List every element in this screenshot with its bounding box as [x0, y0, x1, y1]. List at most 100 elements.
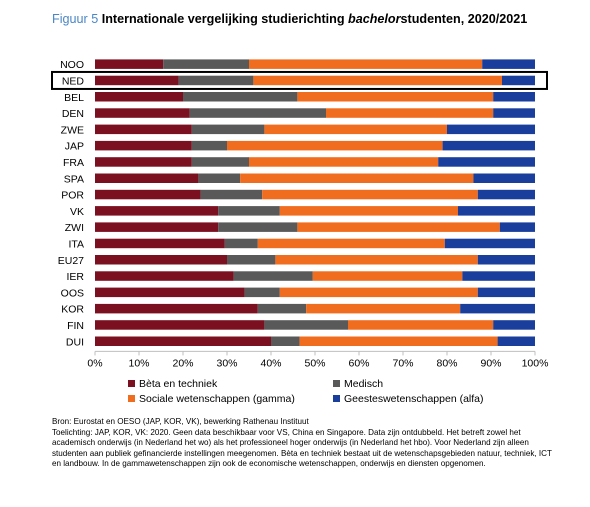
bar-ier-series-1	[233, 271, 313, 281]
category-label-dui: DUI	[66, 336, 84, 348]
bar-ned-series-1	[178, 75, 254, 86]
bar-fin-series-3	[493, 320, 535, 330]
bar-zwi-series-1	[218, 222, 298, 232]
bar-ita-series-2	[257, 238, 445, 249]
bar-zwe-series-0	[95, 124, 192, 135]
legend-swatch-gamma	[128, 394, 135, 402]
bar-eu27-series-3	[477, 255, 535, 265]
legend-swatch-alfa	[333, 394, 340, 402]
bar-ned-series-0	[95, 75, 179, 86]
bar-fin-series-1	[264, 320, 348, 330]
category-label-fra: FRA	[63, 157, 84, 169]
category-label-noo: NOO	[60, 59, 84, 71]
bar-dui-series-0	[95, 336, 271, 346]
category-label-jap: JAP	[65, 141, 84, 153]
source-line: Bron: Eurostat en OESO (JAP, KOR, VK), b…	[52, 417, 309, 426]
title-text-end: studenten, 2020/2021	[400, 12, 528, 26]
bar-vk-series-3	[458, 206, 535, 216]
bar-vk-series-1	[218, 206, 280, 216]
bar-por-series-1	[200, 189, 263, 200]
bar-zwi-series-2	[297, 222, 500, 232]
x-tick-label-3: 30%	[216, 357, 237, 369]
legend-label-beta: Bèta en techniek	[139, 378, 218, 390]
bar-eu27-series-2	[275, 255, 478, 265]
bar-jap-series-3	[442, 140, 535, 151]
bar-ned-series-3	[502, 75, 535, 86]
legend-label-medisch: Medisch	[344, 378, 384, 390]
x-tick-label-10: 100%	[522, 357, 549, 369]
bar-den-series-0	[95, 108, 190, 118]
bar-zwe-series-2	[264, 124, 447, 135]
x-tick-label-5: 50%	[304, 357, 325, 369]
bar-vk-series-2	[279, 206, 458, 216]
bar-fra-series-1	[191, 157, 249, 167]
category-label-den: DEN	[62, 108, 84, 120]
bar-bel-series-2	[297, 92, 494, 102]
bar-zwe-series-1	[191, 124, 265, 135]
bar-den-series-1	[189, 108, 326, 118]
legend-item-beta: Bèta en techniek	[128, 378, 217, 390]
bar-noo-series-1	[163, 59, 249, 69]
bar-spa-series-2	[240, 173, 474, 183]
bar-jap-series-2	[227, 140, 443, 151]
bar-zwe-series-3	[447, 124, 535, 135]
bar-oos-series-3	[477, 287, 535, 298]
bar-eu27-series-0	[95, 255, 227, 265]
bar-jap-series-0	[95, 140, 192, 151]
bar-ita-series-0	[95, 238, 225, 249]
title-text-italic: bachelor	[348, 12, 401, 26]
bar-noo-series-0	[95, 59, 164, 69]
category-label-por: POR	[61, 190, 84, 202]
highlight-box-ned	[51, 70, 548, 90]
chart-title: Figuur 5 Internationale vergelijking stu…	[52, 12, 527, 26]
bar-eu27-series-1	[227, 255, 276, 265]
legend-item-gamma: Sociale wetenschappen (gamma)	[128, 393, 295, 405]
category-label-vk: VK	[70, 206, 84, 218]
bar-dui-series-3	[497, 336, 535, 346]
legend-item-medisch: Medisch	[333, 378, 383, 390]
bar-noo-series-3	[482, 59, 535, 69]
bar-por-series-3	[477, 189, 535, 200]
bar-oos-series-2	[279, 287, 478, 298]
bar-fin-series-2	[348, 320, 494, 330]
bar-ita-series-3	[444, 238, 535, 249]
category-label-ita: ITA	[68, 238, 84, 250]
legend-item-alfa: Geesteswetenschappen (alfa)	[333, 393, 484, 405]
category-label-zwe: ZWE	[61, 124, 84, 136]
bar-bel-series-0	[95, 92, 183, 102]
bar-ier-series-2	[312, 271, 463, 281]
bar-fra-series-3	[438, 157, 535, 167]
explanation-text: Toelichting: JAP, KOR, VK: 2020. Geen da…	[52, 427, 552, 469]
legend-label-gamma: Sociale wetenschappen (gamma)	[139, 393, 295, 405]
figure-label: Figuur 5	[52, 12, 99, 26]
x-tick-label-2: 20%	[172, 357, 193, 369]
bar-bel-series-3	[493, 92, 535, 102]
x-tick-label-0: 0%	[87, 357, 102, 369]
bar-ned-series-2	[253, 75, 502, 86]
category-label-bel: BEL	[64, 92, 84, 104]
bar-dui-series-2	[299, 336, 498, 346]
bar-ier-series-0	[95, 271, 234, 281]
bar-ita-series-1	[224, 238, 258, 249]
x-tick-label-8: 80%	[436, 357, 457, 369]
bar-por-series-2	[262, 189, 478, 200]
bar-kor-series-2	[306, 303, 461, 314]
category-label-spa: SPA	[64, 173, 84, 185]
bar-fin-series-0	[95, 320, 265, 330]
bar-den-series-2	[326, 108, 494, 118]
bar-vk-series-0	[95, 206, 219, 216]
category-label-fin: FIN	[67, 320, 84, 332]
x-tick-label-9: 90%	[480, 357, 501, 369]
category-label-ier: IER	[66, 271, 84, 283]
category-label-ned: NED	[62, 75, 85, 87]
bar-fra-series-0	[95, 157, 192, 167]
stacked-bar-chart: NOO NED BEL DEN ZWE JAP FRA SPA POR VK ZWI ITA EU27 I…	[51, 59, 549, 369]
bar-kor-series-3	[460, 303, 535, 314]
bar-por-series-0	[95, 189, 201, 200]
bar-den-series-3	[493, 108, 535, 118]
x-tick-label-7: 70%	[392, 357, 413, 369]
legend-swatch-beta	[128, 379, 135, 387]
bar-kor-series-1	[257, 303, 307, 314]
bar-ier-series-3	[462, 271, 535, 281]
bar-oos-series-0	[95, 287, 245, 298]
